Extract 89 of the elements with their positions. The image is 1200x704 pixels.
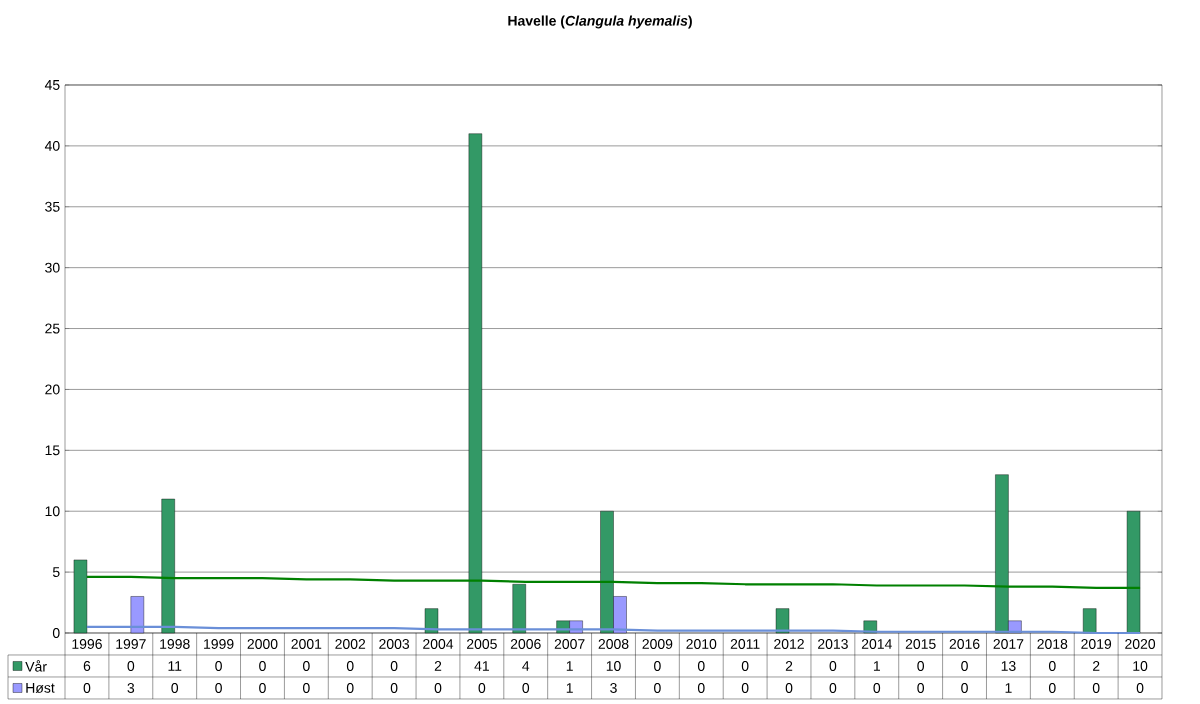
data-label: 0 (917, 683, 925, 693)
x-tick-label: 2020 (1125, 639, 1156, 649)
data-label: 0 (259, 683, 266, 693)
y-tick-label: 20 (45, 384, 60, 395)
y-tick-label: 30 (45, 262, 60, 273)
chart-title: Havelle (Clangula hyemalis) (508, 15, 692, 29)
legend-label: Høst (26, 683, 55, 693)
data-label: 1 (1005, 683, 1012, 693)
x-tick-label: 1996 (72, 639, 102, 649)
data-label: 0 (303, 683, 310, 693)
x-tick-label: 2003 (379, 639, 410, 649)
data-label: 2 (434, 661, 442, 671)
data-label: 0 (215, 683, 222, 693)
x-tick-label: 2016 (949, 639, 980, 649)
data-label: 13 (1001, 661, 1016, 671)
data-label: 3 (127, 683, 135, 693)
data-label: 0 (829, 683, 837, 693)
data-label: 0 (522, 683, 530, 693)
data-label: 0 (961, 683, 968, 693)
x-tick-label: 2012 (774, 639, 804, 649)
data-label: 1 (873, 661, 880, 671)
data-label: 1 (566, 683, 573, 693)
data-label: 0 (83, 683, 91, 693)
y-tick-label: 10 (45, 506, 60, 517)
data-label: 0 (741, 683, 749, 693)
data-label: 2 (1092, 661, 1100, 671)
legend-label: Vår (25, 660, 47, 672)
x-tick-label: 2015 (905, 639, 936, 649)
data-label: 0 (697, 683, 705, 693)
data-label: 0 (1092, 683, 1100, 693)
data-label: 0 (697, 661, 705, 671)
data-label: 1 (566, 661, 573, 671)
x-tick-label: 2010 (686, 639, 717, 649)
data-label: 0 (873, 683, 881, 693)
data-label: 10 (1133, 661, 1148, 671)
data-label: 0 (259, 661, 266, 671)
data-label: 6 (83, 661, 91, 671)
data-label: 0 (917, 661, 925, 671)
data-label: 41 (474, 661, 489, 671)
bar (1082, 608, 1097, 634)
data-label: 2 (785, 661, 793, 671)
x-tick-label: 2014 (861, 639, 892, 649)
data-label: 0 (215, 661, 222, 671)
x-tick-label: 2004 (423, 639, 454, 649)
x-tick-label: 2011 (730, 639, 760, 649)
data-label: 0 (434, 683, 442, 693)
data-label: 4 (522, 661, 530, 671)
x-tick-label: 2000 (247, 639, 278, 649)
data-label: 0 (478, 683, 486, 693)
data-label: 0 (741, 661, 749, 671)
y-tick-label: 35 (45, 201, 60, 212)
data-label: 0 (785, 683, 793, 693)
data-label: 0 (1048, 683, 1056, 693)
data-label: 0 (171, 683, 179, 693)
x-tick-label: 2007 (554, 639, 585, 649)
data-label: 0 (654, 683, 661, 693)
x-tick-label: 2009 (642, 639, 673, 649)
y-tick-label: 25 (45, 323, 60, 334)
data-label: 0 (127, 661, 135, 671)
x-tick-label: 2006 (510, 639, 541, 649)
data-label: 0 (346, 683, 354, 693)
x-tick-label: 1999 (204, 639, 234, 649)
y-tick-label: 40 (44, 140, 60, 151)
data-label: 0 (303, 661, 310, 671)
x-tick-label: 1998 (160, 639, 190, 649)
x-tick-label: 2018 (1037, 639, 1068, 649)
data-label: 0 (390, 683, 398, 693)
x-tick-label: 2013 (818, 639, 848, 649)
x-tick-label: 2019 (1081, 639, 1112, 649)
data-label: 0 (654, 661, 661, 671)
x-tick-label: 2005 (467, 639, 497, 649)
y-tick-label: 45 (44, 80, 60, 90)
y-tick-label: 5 (52, 567, 60, 577)
y-tick-label: 15 (45, 445, 60, 456)
y-tick-label: 0 (52, 628, 60, 638)
data-label: 0 (346, 661, 354, 671)
x-tick-label: 2002 (335, 639, 366, 649)
x-tick-label: 2001 (291, 639, 322, 649)
data-label: 0 (1048, 661, 1056, 671)
data-label: 10 (606, 661, 621, 671)
x-tick-label: 2017 (993, 639, 1024, 649)
data-label: 0 (390, 661, 398, 671)
x-tick-label: 2008 (598, 639, 629, 649)
data-label: 3 (610, 683, 617, 693)
data-label: 0 (961, 661, 968, 671)
x-tick-label: 1997 (116, 639, 146, 649)
data-label: 0 (829, 661, 837, 671)
data-label: 0 (1136, 683, 1144, 693)
data-label: 11 (168, 661, 182, 671)
